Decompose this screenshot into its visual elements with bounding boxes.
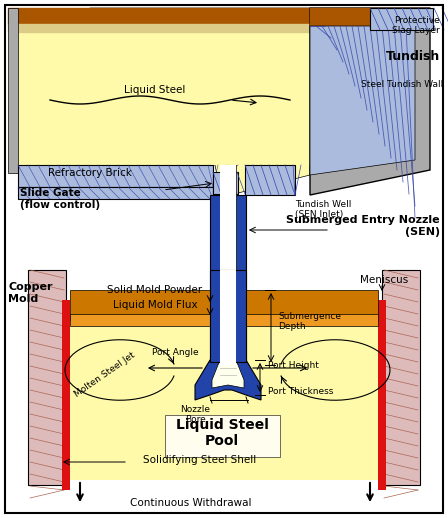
Text: Steel Tundish Wall: Steel Tundish Wall [361,80,443,89]
Bar [220,270,236,365]
Bar [378,300,386,490]
Text: Nozzle
Bore: Nozzle Bore [180,405,210,424]
Bar [310,8,430,26]
Text: Refractory Brick: Refractory Brick [48,168,132,178]
Bar [18,187,213,199]
Polygon shape [310,8,430,195]
Bar [8,24,310,32]
Polygon shape [310,26,415,175]
Text: Liquid Steel
Pool: Liquid Steel Pool [176,418,268,448]
Bar [28,270,66,485]
Bar [213,172,238,194]
Bar [220,165,236,380]
Bar [165,415,280,457]
Text: Submerged Entry Nozzle
(SEN): Submerged Entry Nozzle (SEN) [286,215,440,237]
Bar [18,165,213,187]
Bar [220,165,236,365]
Polygon shape [90,8,310,195]
Polygon shape [195,360,261,400]
Text: Port Height: Port Height [268,361,319,369]
Bar [370,8,433,30]
Bar [245,165,295,195]
Text: Port Thickness: Port Thickness [268,387,333,396]
Bar [8,8,18,173]
Text: Meniscus: Meniscus [360,275,408,285]
Text: Tundish Well
(SEN Inlet): Tundish Well (SEN Inlet) [295,200,351,220]
Bar [70,314,378,326]
Bar [70,290,378,480]
Bar [62,300,70,490]
Text: Port Angle: Port Angle [152,348,198,357]
Bar [382,270,420,485]
Text: Molten Steel Jet: Molten Steel Jet [73,351,137,399]
Text: Copper
Mold: Copper Mold [8,282,52,304]
Bar [210,195,246,380]
Text: Liquid Mold Flux: Liquid Mold Flux [113,300,197,310]
Bar [8,8,310,24]
Text: Solid Mold Powder: Solid Mold Powder [108,285,202,295]
Polygon shape [212,360,244,388]
Text: Continuous Withdrawal: Continuous Withdrawal [130,498,251,508]
Bar [70,290,378,320]
Bar [210,270,246,362]
Text: Slide Gate
(flow control): Slide Gate (flow control) [20,188,100,210]
Text: Solidifying Steel Shell: Solidifying Steel Shell [143,455,257,465]
Text: Tundish: Tundish [386,50,440,63]
Text: Submergence
Depth: Submergence Depth [278,312,341,332]
Text: Protective
Slag Layer: Protective Slag Layer [392,16,440,35]
Bar [8,32,310,165]
Text: Liquid Steel: Liquid Steel [124,85,185,95]
